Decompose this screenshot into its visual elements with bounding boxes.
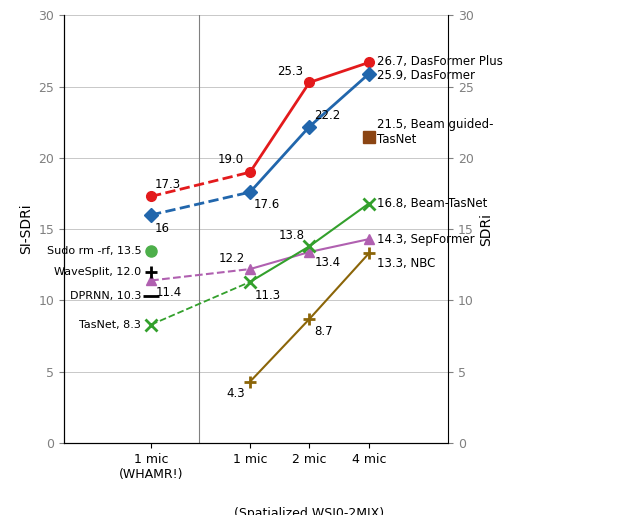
Text: 16.8, Beam-TasNet: 16.8, Beam-TasNet (377, 197, 487, 210)
Text: 17.3: 17.3 (155, 178, 181, 191)
Text: 13.4: 13.4 (314, 256, 340, 269)
Text: Sudo rm -rf, 13.5: Sudo rm -rf, 13.5 (47, 246, 141, 255)
Text: 21.5, Beam guided-
TasNet: 21.5, Beam guided- TasNet (377, 118, 493, 146)
Text: 13.3, NBC: 13.3, NBC (377, 257, 435, 270)
Text: 11.4: 11.4 (156, 286, 182, 299)
Text: 25.3: 25.3 (278, 65, 303, 78)
Text: 11.3: 11.3 (255, 289, 281, 302)
Text: 19.0: 19.0 (218, 153, 244, 166)
Text: TasNet, 8.3: TasNet, 8.3 (79, 320, 141, 330)
Text: (Spatialized WSJ0-2MIX): (Spatialized WSJ0-2MIX) (234, 507, 385, 515)
Text: 8.7: 8.7 (314, 324, 333, 338)
Text: 26.7, DasFormer Plus: 26.7, DasFormer Plus (377, 55, 502, 67)
Text: 12.2: 12.2 (219, 252, 245, 265)
Text: 17.6: 17.6 (254, 198, 280, 211)
Y-axis label: SI-SDRi: SI-SDRi (19, 204, 33, 254)
Text: 16: 16 (155, 222, 170, 235)
Text: 25.9, DasFormer: 25.9, DasFormer (377, 69, 475, 82)
Text: 22.2: 22.2 (314, 109, 340, 123)
Text: 13.8: 13.8 (278, 229, 305, 242)
Text: DPRNN, 10.3: DPRNN, 10.3 (70, 291, 141, 301)
Text: WaveSplit, 12.0: WaveSplit, 12.0 (54, 267, 141, 277)
Y-axis label: SDRi: SDRi (479, 213, 493, 246)
Text: 14.3, SepFormer: 14.3, SepFormer (377, 233, 474, 246)
Text: 4.3: 4.3 (227, 387, 245, 400)
